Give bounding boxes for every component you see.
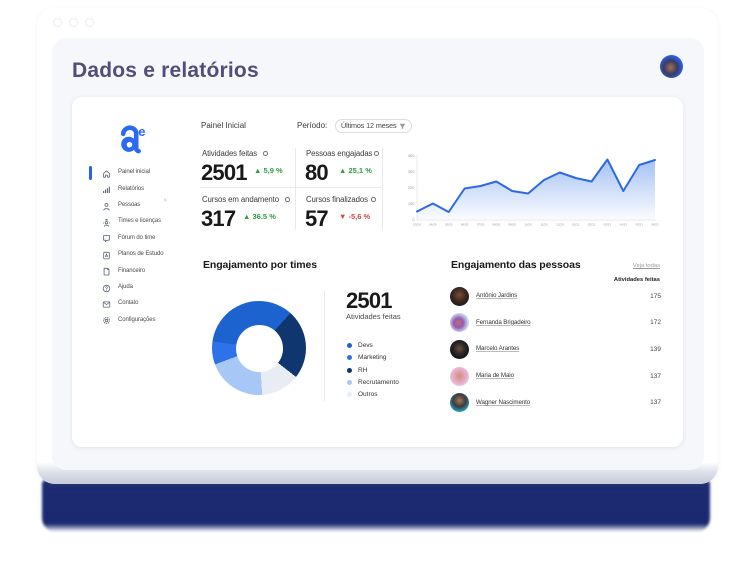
svg-text:07/20: 07/20 [477, 223, 485, 227]
svg-text:12/20: 12/20 [556, 223, 564, 227]
svg-text:04/20: 04/20 [429, 223, 437, 227]
svg-text:100: 100 [408, 201, 415, 206]
svg-text:03/21: 03/21 [604, 223, 612, 227]
svg-text:01/21: 01/21 [572, 223, 580, 227]
svg-text:200: 200 [408, 185, 415, 190]
svg-text:02/21: 02/21 [588, 223, 596, 227]
svg-text:0: 0 [412, 217, 415, 222]
svg-text:06/21: 06/21 [651, 223, 659, 227]
svg-text:e: e [138, 124, 145, 139]
svg-text:08/20: 08/20 [493, 223, 501, 227]
svg-text:03/20: 03/20 [413, 223, 421, 227]
svg-text:05/21: 05/21 [635, 223, 643, 227]
svg-text:05/20: 05/20 [445, 223, 453, 227]
svg-text:300: 300 [408, 169, 415, 174]
svg-text:11/20: 11/20 [540, 223, 548, 227]
svg-text:10/20: 10/20 [524, 223, 532, 227]
svg-text:04/21: 04/21 [620, 223, 628, 227]
svg-text:09/20: 09/20 [508, 223, 516, 227]
svg-text:400: 400 [408, 153, 415, 158]
svg-text:06/20: 06/20 [461, 223, 469, 227]
